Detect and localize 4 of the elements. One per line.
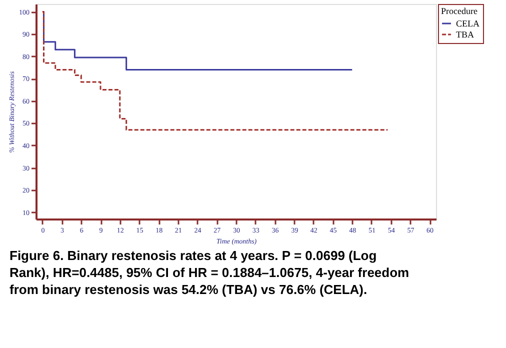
legend-label: TBA <box>456 30 474 40</box>
legend-title: Procedure <box>441 6 478 16</box>
caption: Figure 6. Binary restenosis rates at 4 years. P = 0.0699 (Log Rank), HR=0.4485, 95% CI of HR = 0.1884–1.0675, 4-year freedom from binary restenosis was 54.2% (TBA) vs 76.6% (CELA). <box>10 248 410 297</box>
legend-label: CELA <box>456 18 480 28</box>
